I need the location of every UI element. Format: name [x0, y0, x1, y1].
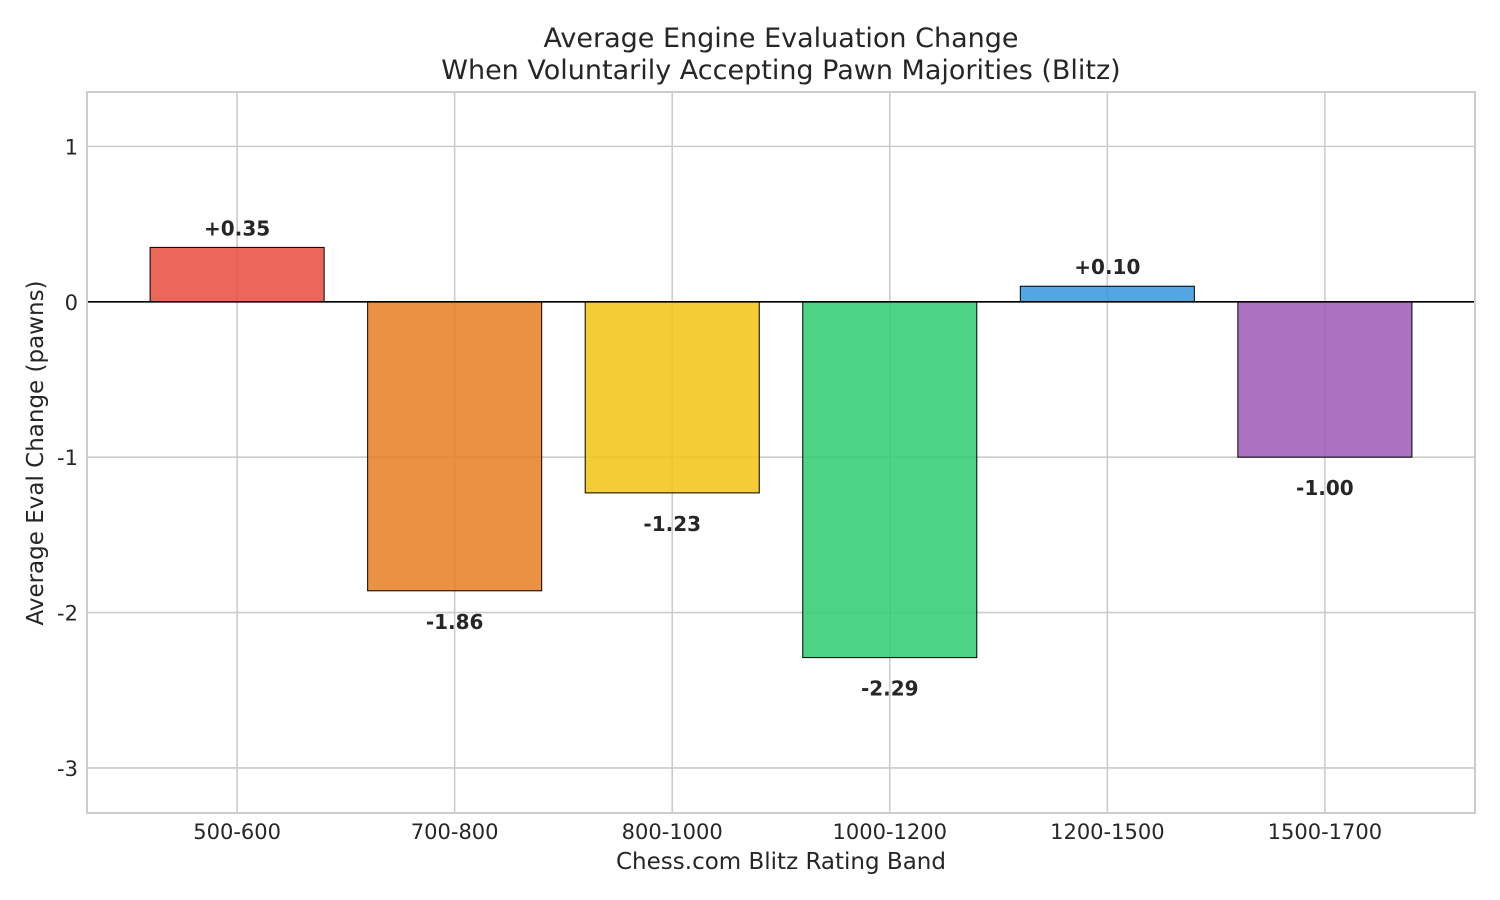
y-tick-label: -1	[57, 446, 78, 470]
bar-value-label: +0.10	[1074, 255, 1140, 279]
x-tick-label: 1000-1200	[833, 820, 947, 844]
chart-title-line-2: When Voluntarily Accepting Pawn Majoriti…	[441, 55, 1120, 86]
x-axis-label: Chess.com Blitz Rating Band	[616, 849, 946, 875]
bar	[367, 301, 543, 592]
y-tick-label: 1	[65, 135, 78, 159]
bar	[1237, 301, 1413, 458]
plot-frame	[86, 91, 1476, 814]
y-axis-label: Average Eval Change (pawns)	[23, 280, 49, 625]
data-labels: +0.35 -1.86 -1.23 -2.29 +0.10 -1.00	[204, 216, 1354, 700]
bar-value-label: -1.23	[643, 512, 701, 536]
bars	[149, 246, 1413, 659]
y-tick-label: -3	[57, 757, 78, 781]
x-tick-label: 1200-1500	[1050, 820, 1164, 844]
chart-title-line-1: Average Engine Evaluation Change	[544, 23, 1019, 54]
bar-value-label: +0.35	[204, 216, 270, 240]
x-tick-label: 1500-1700	[1268, 820, 1382, 844]
bar	[149, 246, 325, 303]
bar	[1019, 285, 1195, 303]
x-tick-label: 500-600	[193, 820, 281, 844]
y-tick-label: 0	[65, 291, 78, 315]
y-tick-label: -2	[57, 602, 78, 626]
bar-value-label: -1.00	[1296, 476, 1354, 500]
bar-value-label: -2.29	[861, 677, 919, 701]
x-tick-label: 800-1000	[622, 820, 723, 844]
x-tick-labels: 500-600 700-800 800-1000 1000-1200 1200-1500…	[193, 820, 1382, 844]
bar	[584, 301, 760, 494]
bar	[802, 301, 978, 659]
y-tick-labels: 1 0 -1 -2 -3	[57, 135, 78, 781]
bar-value-label: -1.86	[426, 610, 484, 634]
x-tick-label: 700-800	[411, 820, 499, 844]
